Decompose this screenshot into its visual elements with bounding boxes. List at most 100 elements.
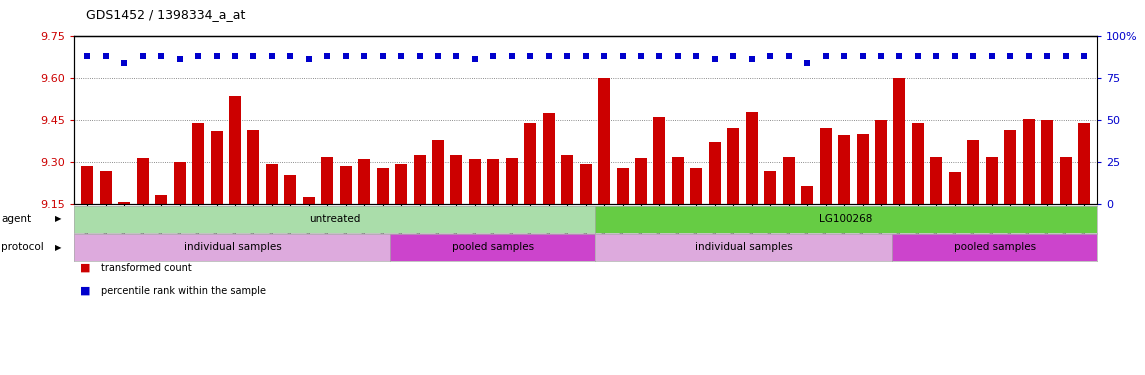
Bar — [968, 140, 979, 204]
Bar — [690, 168, 702, 204]
Point — [300, 56, 318, 62]
Point — [282, 53, 300, 59]
Text: pooled samples: pooled samples — [451, 242, 534, 252]
Point — [207, 53, 226, 59]
Point — [355, 53, 373, 59]
Point — [669, 53, 687, 59]
Text: ▶: ▶ — [55, 214, 62, 223]
Point — [116, 60, 134, 66]
Point — [226, 53, 244, 59]
Point — [816, 53, 835, 59]
Point — [576, 53, 595, 59]
Point — [1001, 53, 1019, 59]
Bar — [1041, 120, 1053, 204]
Bar — [136, 158, 149, 204]
Bar — [156, 195, 167, 204]
Bar — [949, 172, 961, 204]
Point — [521, 53, 539, 59]
Point — [318, 53, 337, 59]
Bar — [893, 78, 906, 204]
Point — [1075, 53, 1093, 59]
Point — [632, 53, 650, 59]
Bar — [709, 142, 721, 204]
Point — [871, 53, 890, 59]
Point — [1037, 53, 1056, 59]
Point — [780, 53, 798, 59]
Point — [614, 53, 632, 59]
Bar — [450, 155, 463, 204]
Bar — [100, 171, 112, 204]
Bar — [856, 134, 869, 204]
Point — [1057, 53, 1075, 59]
Bar — [911, 123, 924, 204]
Bar — [543, 113, 555, 204]
Bar — [432, 140, 444, 204]
Bar — [469, 159, 481, 204]
Bar — [266, 164, 278, 204]
Point — [152, 53, 171, 59]
Bar — [322, 156, 333, 204]
Bar — [820, 128, 831, 204]
Point — [134, 53, 152, 59]
Bar — [413, 155, 426, 204]
Point — [946, 53, 964, 59]
Bar — [174, 162, 185, 204]
Bar — [745, 111, 758, 204]
Bar — [488, 159, 499, 204]
Point — [835, 53, 853, 59]
Bar — [727, 128, 740, 204]
Point — [189, 53, 207, 59]
Bar — [875, 120, 887, 204]
Text: protocol: protocol — [1, 242, 44, 252]
Text: ■: ■ — [80, 263, 90, 273]
Text: individual samples: individual samples — [183, 242, 282, 252]
Point — [964, 53, 982, 59]
Bar — [672, 156, 684, 204]
Text: individual samples: individual samples — [695, 242, 792, 252]
Bar — [654, 117, 665, 204]
Point — [743, 56, 761, 62]
Point — [262, 53, 281, 59]
Bar — [561, 155, 574, 204]
Bar — [302, 197, 315, 204]
Text: ▶: ▶ — [55, 243, 62, 252]
Point — [337, 53, 355, 59]
Bar — [598, 78, 610, 204]
Point — [78, 53, 96, 59]
Text: ■: ■ — [80, 286, 90, 296]
Bar — [340, 166, 352, 204]
Point — [392, 53, 410, 59]
Point — [705, 56, 724, 62]
Point — [429, 53, 448, 59]
Point — [244, 53, 262, 59]
Point — [171, 56, 189, 62]
Bar — [616, 168, 629, 204]
Text: percentile rank within the sample: percentile rank within the sample — [101, 286, 266, 296]
Point — [373, 53, 392, 59]
Bar — [579, 164, 592, 204]
Point — [539, 53, 558, 59]
Text: transformed count: transformed count — [101, 263, 191, 273]
Bar — [284, 175, 297, 204]
Bar — [247, 130, 260, 204]
Bar — [118, 201, 131, 204]
Point — [927, 53, 946, 59]
Bar — [229, 96, 240, 204]
Point — [798, 60, 816, 66]
Text: untreated: untreated — [309, 214, 361, 224]
Bar — [358, 159, 370, 204]
Bar — [764, 171, 776, 204]
Bar — [1059, 156, 1072, 204]
Point — [595, 53, 614, 59]
Point — [410, 53, 428, 59]
Point — [687, 53, 705, 59]
Bar — [802, 186, 813, 204]
Bar — [192, 123, 204, 204]
Point — [909, 53, 927, 59]
Point — [982, 53, 1001, 59]
Point — [650, 53, 669, 59]
Bar — [931, 156, 942, 204]
Text: LG100268: LG100268 — [820, 214, 872, 224]
Bar — [635, 158, 647, 204]
Bar — [81, 166, 94, 204]
